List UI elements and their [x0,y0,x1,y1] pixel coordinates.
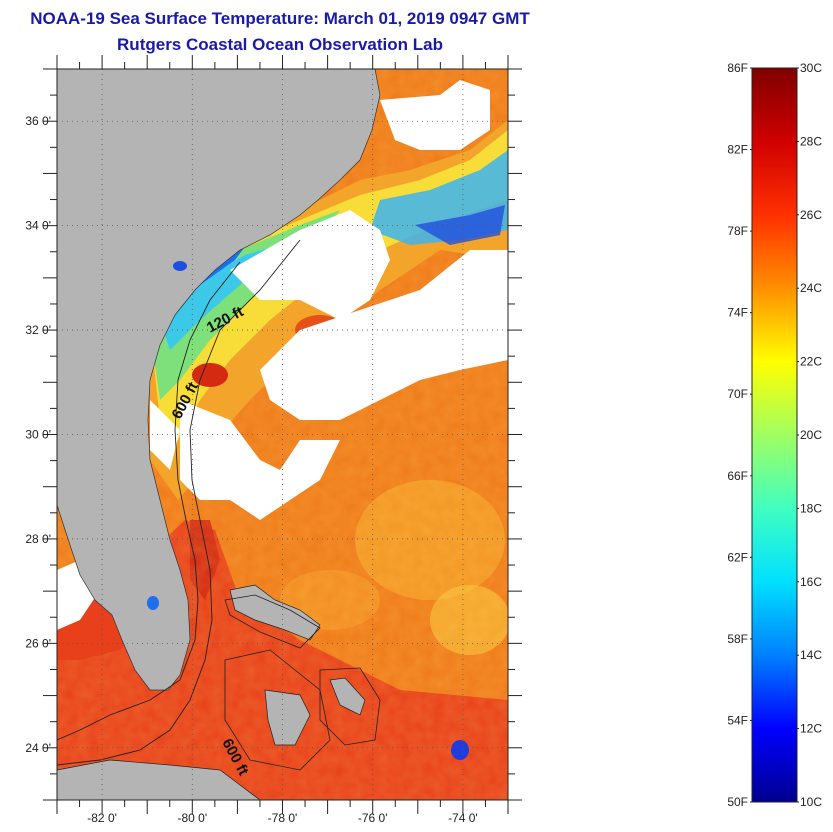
warm-eddy [192,363,228,387]
map-subtitle: Rutgers Coastal Ocean Observation Lab [117,35,443,54]
isobath-600ft [57,239,301,766]
isobath-bahamas [224,594,321,649]
cloud-cover [180,400,340,520]
latitude-label: 28 0' [25,532,51,546]
axis-ticks [43,55,522,814]
cold-spot [147,596,159,610]
latitude-label: 36 0' [25,114,51,128]
latitude-labels: 24 0' 26 0' 28 0' 30 0' 32 0' 34 0' 36 0' [25,114,51,755]
latitude-label: 34 0' [25,219,51,233]
longitude-label: -78 0' [268,811,298,825]
isobath-120ft [57,261,241,741]
cloud-cover [150,400,180,470]
latitude-label: 32 0' [25,323,51,337]
longitude-label: -74 0' [448,811,478,825]
graticule [57,69,508,800]
map-title: NOAA-19 Sea Surface Temperature: March 0… [30,9,530,28]
latitude-label: 30 0' [25,428,51,442]
shelf-water-blue-ne [415,205,505,245]
cloud-cover [380,80,490,150]
latitude-label: 26 0' [25,636,51,650]
longitude-label: -76 0' [358,811,388,825]
cold-spot [451,740,469,760]
land-us-coast [57,69,381,691]
land-island [329,677,366,716]
longitude-label: -82 0' [87,811,117,825]
longitude-label: -80 0' [177,811,207,825]
isobath-island [319,667,381,746]
land-cuba [57,759,261,800]
isobath-bahamas-south [224,649,331,771]
cloud-cover [260,250,508,420]
longitude-labels: -82 0' -80 0' -78 0' -76 0' -74 0' [87,811,477,825]
land-andros [264,689,311,746]
cold-spot [173,261,187,271]
cloud-cover [230,210,390,320]
sst-image [57,69,508,800]
latitude-label: 24 0' [25,741,51,755]
